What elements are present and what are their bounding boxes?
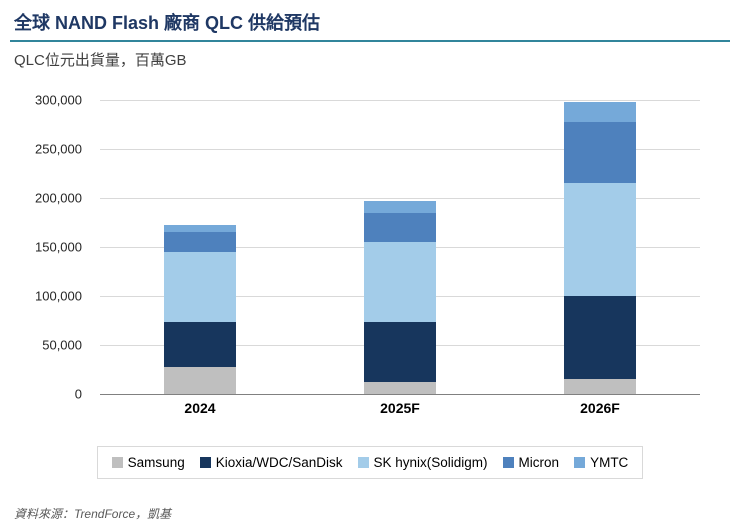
legend-item: YMTC	[574, 455, 628, 470]
y-tick-label: 300,000	[35, 92, 82, 107]
bar-segment	[164, 367, 236, 394]
bar-segment	[564, 295, 636, 379]
source-note: 資料來源：TrendForce，凱基	[14, 507, 172, 521]
bar-segment	[364, 213, 436, 242]
bar-segment	[564, 102, 636, 123]
legend-swatch	[199, 456, 211, 468]
legend-item: Kioxia/WDC/SanDisk	[199, 454, 343, 470]
gridline	[100, 99, 700, 101]
y-tick-label: 200,000	[35, 190, 82, 205]
bar-segment	[164, 252, 236, 322]
x-axis-labels: 2024 2025F 2026F	[100, 400, 700, 416]
chart-title: 全球 NAND Flash 廠商 QLC 供給預估	[14, 13, 321, 33]
bar-segment	[364, 321, 436, 382]
legend-item: Micron	[502, 454, 560, 470]
legend-label: SK hynix(Solidigm)	[373, 454, 488, 470]
legend-item: SK hynix(Solidigm)	[357, 454, 488, 470]
bar-segment	[164, 224, 236, 232]
title-divider	[10, 39, 730, 42]
bar-segment	[564, 378, 636, 394]
legend-swatch	[111, 456, 123, 468]
x-tick-label: 2025F	[380, 399, 420, 416]
bar-segment	[164, 321, 236, 368]
y-axis-labels: 0 50,000 100,000 150,000 200,000 250,000 300,0…	[14, 92, 94, 401]
x-tick-label: 2026F	[580, 399, 620, 416]
y-tick-label: 100,000	[35, 288, 82, 303]
bar-segment	[164, 231, 236, 253]
x-axis-line	[100, 393, 700, 395]
legend-swatch	[574, 456, 586, 468]
gridline	[100, 197, 700, 199]
chart-subtitle: QLC位元出貨量，百萬GB	[14, 51, 187, 69]
legend-swatch	[502, 456, 514, 468]
bar-segment	[564, 182, 636, 296]
stacked-bar-2025F	[364, 201, 436, 394]
y-tick-label: 0	[74, 386, 82, 401]
bar-segment	[364, 381, 436, 394]
stacked-bar-2024	[164, 224, 236, 394]
plot-area	[100, 99, 700, 395]
x-tick-label: 2024	[184, 399, 216, 416]
gridline	[100, 148, 700, 150]
legend: Samsung Kioxia/WDC/SanDisk SK hynix(Solidi…	[96, 445, 644, 479]
bars-row	[100, 100, 700, 394]
y-tick-label: 150,000	[35, 239, 82, 254]
stacked-bar-2026F	[564, 102, 636, 394]
bar-segment	[364, 201, 436, 214]
bar-segment	[364, 241, 436, 322]
legend-item: Samsung	[111, 454, 185, 470]
bar-slot-2026F	[500, 100, 700, 394]
legend-swatch	[357, 456, 369, 468]
bar-segment	[564, 122, 636, 183]
legend-label: Samsung	[127, 454, 185, 470]
legend-label: YMTC	[590, 454, 629, 470]
bar-slot-2025F	[300, 100, 500, 394]
legend-label: Micron	[518, 454, 560, 470]
legend-label: Kioxia/WDC/SanDisk	[215, 454, 343, 470]
y-tick-label: 50,000	[42, 337, 82, 352]
chart-area: 0 50,000 100,000 150,000 200,000 250,000 300,0…	[14, 92, 726, 426]
y-tick-label: 250,000	[35, 141, 82, 156]
bar-slot-2024	[100, 100, 300, 394]
